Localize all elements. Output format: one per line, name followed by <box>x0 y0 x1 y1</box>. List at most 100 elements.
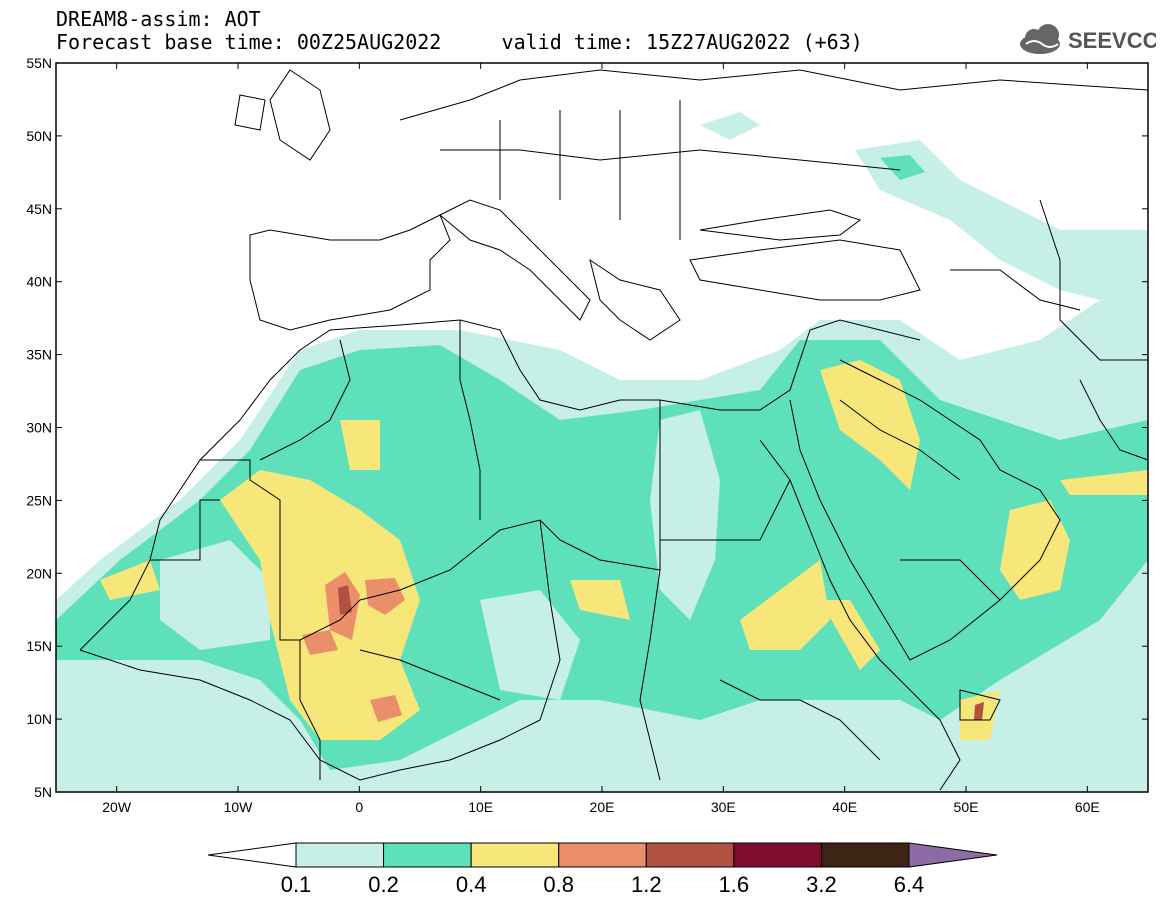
border <box>299 640 321 780</box>
lat-tick-label: 50N <box>26 128 52 144</box>
aot-fields <box>56 112 1148 792</box>
aot-band-0-1-north <box>700 112 760 140</box>
border <box>499 100 681 240</box>
aot-band-0-4 <box>220 470 420 740</box>
border <box>839 399 961 481</box>
lat-tick-label: 5N <box>34 784 52 800</box>
aot-band-0-1-north <box>855 140 1148 300</box>
border <box>459 320 481 520</box>
forecast-times: Forecast base time: 00Z25AUG2022 valid t… <box>56 31 863 53</box>
coastline <box>234 94 266 131</box>
coastline <box>899 679 961 791</box>
lat-tick-label: 15N <box>26 638 52 654</box>
coastline <box>699 209 862 241</box>
border <box>900 559 1001 601</box>
coastline <box>239 319 921 421</box>
aot-band-1-2 <box>338 585 352 615</box>
colorbar-label: 0.4 <box>456 872 487 897</box>
valid-time-label: valid time: <box>501 30 634 54</box>
colorbar-segment <box>820 842 910 868</box>
coastline <box>689 239 921 301</box>
colorbar-label: 0.2 <box>368 872 399 897</box>
border <box>259 339 351 461</box>
lon-tick-label: 50E <box>954 799 979 815</box>
lat-tick-label: 20N <box>26 565 52 581</box>
colorbar-label: 0.8 <box>543 872 574 897</box>
coastline <box>959 689 1001 721</box>
colorbar-label: 3.2 <box>806 872 837 897</box>
colorbar: 0.1 0.2 0.4 0.8 1.2 1.6 3.2 6.4 <box>207 842 998 897</box>
lat-tick-label: 10N <box>26 711 52 727</box>
base-time-value: 00Z25AUG2022 <box>296 30 442 54</box>
coastline <box>269 69 331 161</box>
border <box>150 499 220 561</box>
coastline <box>789 359 1061 661</box>
lat-tick-label: 40N <box>26 274 52 290</box>
aot-band-0-2-north <box>880 155 925 180</box>
aot-band-0-4 <box>340 420 380 470</box>
colorbar-label: 0.1 <box>281 872 312 897</box>
border <box>200 400 661 641</box>
colorbar-segment <box>733 842 822 868</box>
lat-tick-label: 45N <box>26 201 52 217</box>
colorbar-label: 1.2 <box>631 872 662 897</box>
lat-tick-label: 55N <box>26 55 52 71</box>
seevccc-logo: SEEVCCC <box>1020 24 1156 54</box>
coastline <box>399 69 1148 121</box>
lon-tick-label: 0 <box>355 799 363 815</box>
colorbar-segment <box>645 842 735 868</box>
lat-tick-label: 30N <box>26 420 52 436</box>
coastline <box>1079 379 1148 461</box>
chart-title: DREAM8-assim: AOT <box>56 7 261 31</box>
longitude-ticks: 20W 10W 0 10E 20E 30E 40E 50E 60E <box>102 63 1100 815</box>
border <box>539 519 561 721</box>
colorbar-segment <box>295 842 385 868</box>
latitude-ticks: 55N 50N 45N 40N 35N 30N 25N 20N 15N 10N 5N <box>26 55 1148 800</box>
lon-tick-label: 40E <box>832 799 857 815</box>
map-axes: 20W 10W 0 10E 20E 30E 40E 50E 60E 55N 50N 45N 40N 35… <box>26 55 1149 815</box>
aot-band-0-1-interior <box>650 410 720 620</box>
colorbar-high-arrow <box>908 842 998 868</box>
base-time-label: Forecast base time: <box>56 30 285 54</box>
colorbar-segment <box>383 842 472 868</box>
aot-band-0-4 <box>1000 500 1070 600</box>
logo-text: SEEVCCC <box>1068 28 1156 53</box>
aot-band-0-4 <box>820 600 880 670</box>
coastline <box>249 214 451 331</box>
border <box>660 479 791 541</box>
aot-band-0-8 <box>370 695 402 722</box>
border <box>359 649 501 701</box>
border <box>440 149 901 171</box>
lon-tick-label: 60E <box>1075 799 1100 815</box>
colorbar-label: 6.4 <box>894 872 925 897</box>
border <box>950 269 1081 311</box>
lon-tick-label: 10E <box>468 799 493 815</box>
aot-band-0-8 <box>302 630 338 655</box>
colorbar-label: 1.6 <box>719 872 750 897</box>
lat-tick-label: 35N <box>26 347 52 363</box>
colorbar-segment <box>558 842 647 868</box>
lon-tick-label: 10W <box>224 799 254 815</box>
coastline <box>439 199 591 321</box>
aot-band-0-8 <box>365 578 405 615</box>
lat-tick-label: 25N <box>26 492 52 508</box>
aot-band-0-1-interior <box>480 590 580 700</box>
aot-band-0-1-interior <box>160 540 270 650</box>
colorbar-segment <box>470 842 560 868</box>
border <box>719 679 881 761</box>
border <box>639 569 661 781</box>
aot-band-1-2 <box>974 702 984 720</box>
lon-tick-label: 20E <box>590 799 615 815</box>
colorbar-low-arrow <box>207 842 297 868</box>
country-borders <box>79 69 1148 791</box>
coastline <box>589 258 681 341</box>
aot-band-0-4 <box>570 580 630 620</box>
lon-tick-label: 30E <box>711 799 736 815</box>
lon-tick-label: 20W <box>102 799 132 815</box>
border <box>1039 199 1148 361</box>
valid-time-value: 15Z27AUG2022 (+63) <box>646 30 863 54</box>
aot-band-0-4 <box>820 360 920 490</box>
aot-band-0-4 <box>740 560 830 650</box>
aot-band-0-4 <box>1060 470 1148 495</box>
